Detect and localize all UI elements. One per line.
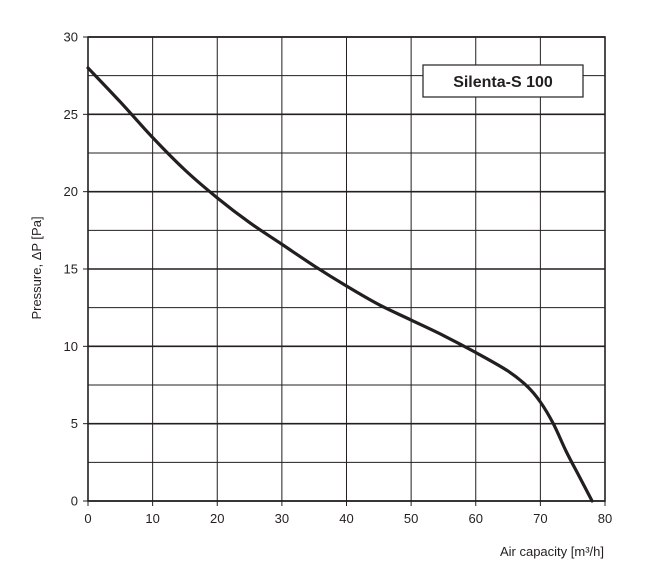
x-tick-label: 70	[533, 511, 547, 526]
x-axis-ticks: 0 10 20 30 40 50 60 70 80	[84, 501, 612, 526]
y-tick-label: 25	[64, 107, 78, 122]
y-tick-label: 15	[64, 262, 78, 277]
y-tick-label: 0	[71, 494, 78, 509]
x-tick-label: 20	[210, 511, 224, 526]
y-axis-label: Pressure, ΔP [Pa]	[29, 216, 44, 319]
x-axis-label: Air capacity [m³/h]	[500, 544, 604, 559]
chart-title-box: Silenta-S 100	[422, 64, 584, 98]
y-tick-label: 20	[64, 184, 78, 199]
chart-grid	[87, 36, 606, 502]
series-line	[86, 66, 594, 503]
y-tick-label: 5	[71, 416, 78, 431]
chart-title: Silenta-S 100	[453, 74, 553, 91]
x-tick-label: 0	[84, 511, 91, 526]
y-tick-label: 10	[64, 339, 78, 354]
y-axis-ticks: 0 5 10 15 20 25 30	[64, 30, 88, 509]
x-tick-label: 40	[339, 511, 353, 526]
x-tick-label: 50	[404, 511, 418, 526]
x-tick-label: 80	[598, 511, 612, 526]
x-tick-label: 30	[275, 511, 289, 526]
x-tick-label: 10	[145, 511, 159, 526]
x-tick-label: 60	[469, 511, 483, 526]
plot-series	[86, 66, 594, 503]
y-tick-label: 30	[64, 30, 78, 45]
